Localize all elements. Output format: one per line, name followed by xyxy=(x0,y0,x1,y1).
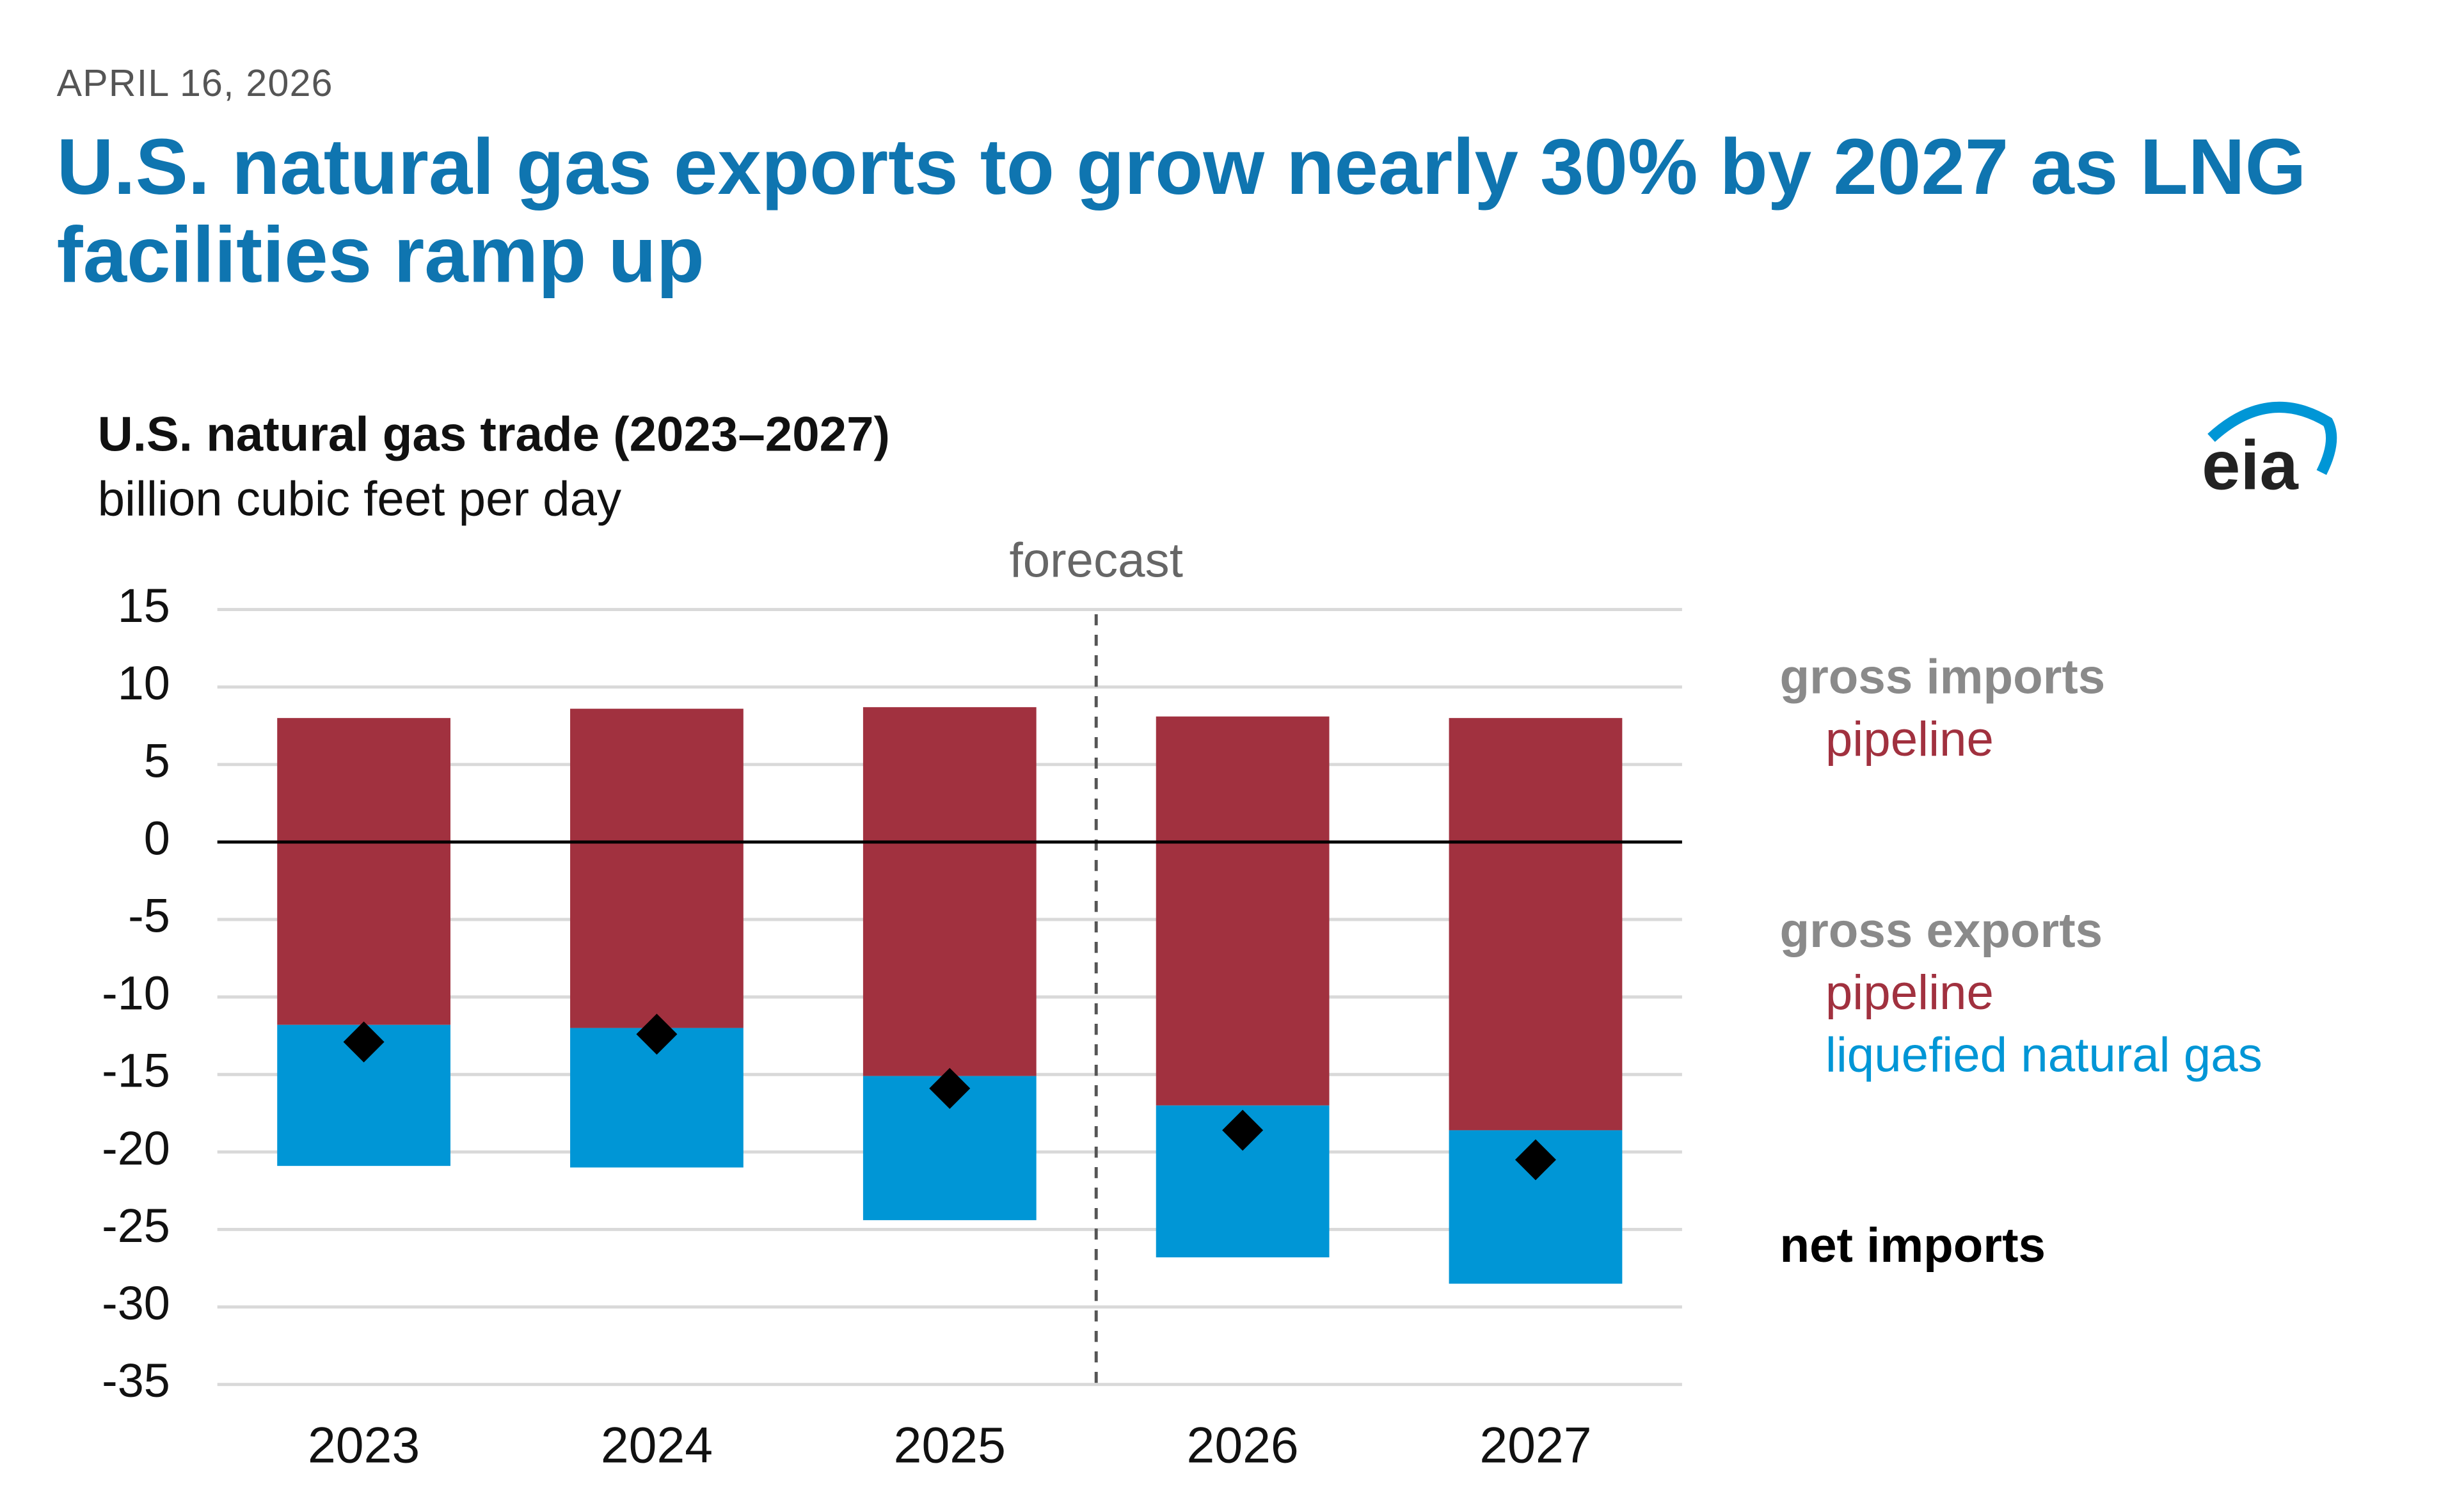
chart-title: U.S. natural gas trade (2023–2027) xyxy=(98,407,890,461)
y-tick-label: -15 xyxy=(102,1044,170,1097)
y-tick-label: 5 xyxy=(144,734,170,787)
bar-segment xyxy=(863,707,1037,842)
bar-segment xyxy=(1156,716,1330,842)
x-tick-label: 2023 xyxy=(308,1417,420,1473)
x-tick-label: 2024 xyxy=(601,1417,713,1473)
legend-entry: liquefied natural gas xyxy=(1825,1028,2262,1082)
legend-entry: net imports xyxy=(1779,1218,2045,1273)
net-imports-marker xyxy=(343,1021,385,1063)
legend-entry: pipeline xyxy=(1825,966,1994,1020)
bar-segment xyxy=(570,708,743,842)
bar-segment xyxy=(1156,841,1330,1106)
net-imports-marker xyxy=(636,1014,678,1055)
y-tick-label: -30 xyxy=(102,1277,170,1330)
date: APRIL 16, 2026 xyxy=(56,63,333,106)
y-tick-label: 15 xyxy=(118,579,170,632)
x-tick-label: 2026 xyxy=(1187,1417,1299,1473)
headline: U.S. natural gas exports to grow nearly … xyxy=(56,122,2307,299)
legend-entry: pipeline xyxy=(1825,712,1994,767)
bar-segment xyxy=(277,841,450,1025)
y-tick-label: -20 xyxy=(102,1122,170,1175)
y-tick-label: -25 xyxy=(102,1199,170,1252)
y-tick-label: -35 xyxy=(102,1354,170,1407)
legend-group: gross exports xyxy=(1779,903,2103,958)
forecast-label: forecast xyxy=(1010,533,1183,587)
bar-segment xyxy=(1449,718,1623,842)
bar-segment xyxy=(863,841,1037,1076)
logo-arc xyxy=(2207,401,2337,475)
y-tick-label: -10 xyxy=(102,967,170,1020)
y-tick-label: -5 xyxy=(128,889,170,943)
bar-segment xyxy=(277,718,450,842)
x-tick-label: 2025 xyxy=(894,1417,1006,1473)
y-tick-label: 10 xyxy=(118,657,170,710)
chart-subtitle: billion cubic feet per day xyxy=(98,472,622,526)
y-tick-label: 0 xyxy=(144,811,170,864)
x-tick-label: 2027 xyxy=(1479,1417,1591,1473)
bar-segment xyxy=(1449,841,1623,1131)
logo: eia xyxy=(2202,427,2298,504)
legend-group: gross imports xyxy=(1779,650,2105,704)
bar-segment xyxy=(570,841,743,1028)
